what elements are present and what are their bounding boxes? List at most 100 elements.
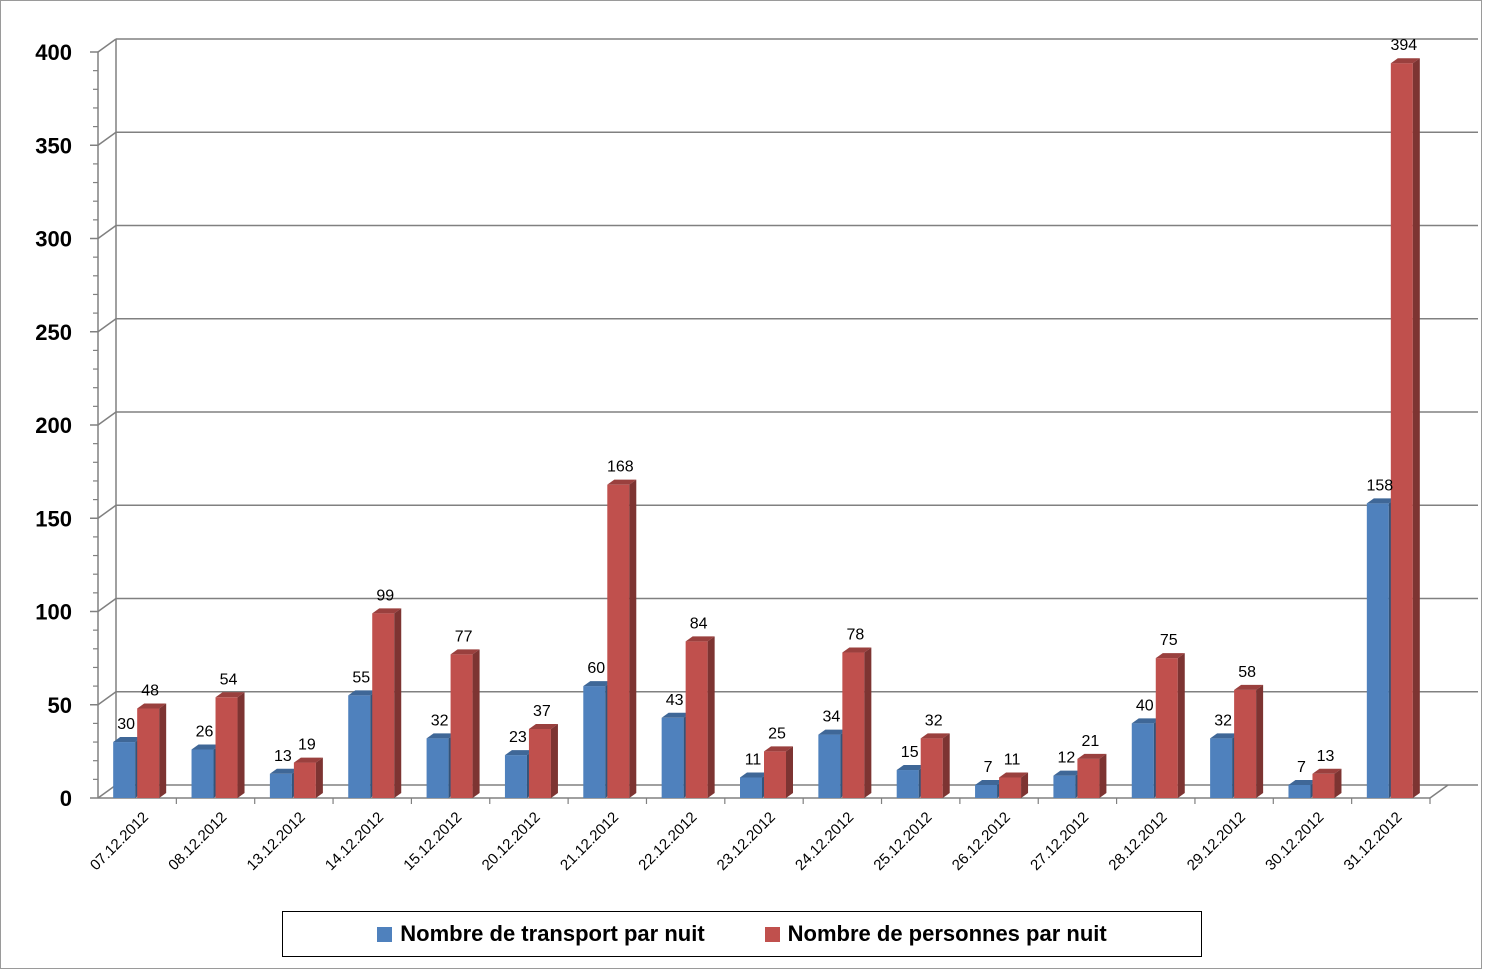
data-labels: 3048265413195599327723376016843841125347… <box>117 37 1417 776</box>
x-tick-label: 07.12.2012 <box>87 809 152 874</box>
data-label: 78 <box>846 627 864 644</box>
bar-front <box>607 484 630 798</box>
data-label: 13 <box>274 748 292 765</box>
bar-personnes <box>685 636 715 798</box>
bar-top <box>1288 779 1318 785</box>
legend-label-transport: Nombre de transport par nuit <box>400 921 705 946</box>
x-axis: 07.12.2012 08.12.2012 13.12.2012 14.12.2012… <box>87 798 1431 874</box>
bar-front <box>348 695 371 798</box>
bar-top <box>1210 733 1240 739</box>
bar-front <box>818 734 841 798</box>
data-label: 158 <box>1366 477 1393 494</box>
bar-front <box>1053 775 1076 798</box>
bar-top <box>842 647 872 653</box>
bar-side <box>315 757 323 798</box>
bar-front <box>685 641 708 798</box>
data-label: 34 <box>822 709 840 726</box>
x-tick-label: 24.12.2012 <box>792 809 857 874</box>
bar-top <box>1131 718 1161 724</box>
grid-depth-line <box>97 131 117 146</box>
bar-front <box>450 654 473 798</box>
bar-top <box>685 636 715 642</box>
bar-personnes <box>607 479 637 798</box>
y-tick-label: 300 <box>35 227 72 252</box>
bar-top <box>348 690 378 696</box>
data-label: 55 <box>352 669 370 686</box>
bar-front <box>191 749 214 798</box>
x-tick-label: 31.12.2012 <box>1341 809 1406 874</box>
bar-front <box>1155 658 1178 798</box>
bar-top <box>191 744 221 750</box>
x-tick-label: 22.12.2012 <box>635 809 700 874</box>
x-tick-label: 08.12.2012 <box>165 809 230 874</box>
bar-side <box>1334 768 1342 798</box>
bar-top <box>1155 653 1185 659</box>
data-label: 32 <box>925 712 943 729</box>
data-label: 54 <box>220 671 238 688</box>
floor-right-edge <box>1429 784 1449 799</box>
x-tick-label: 20.12.2012 <box>479 809 544 874</box>
bar-front <box>740 777 762 798</box>
bar-side <box>864 647 872 798</box>
y-tick-label: 50 <box>48 693 72 718</box>
data-label: 75 <box>1160 632 1178 649</box>
bar-top <box>528 723 558 729</box>
data-label: 84 <box>690 615 708 632</box>
bar-side <box>472 649 480 798</box>
data-label: 37 <box>533 703 551 720</box>
data-label: 32 <box>1214 712 1232 729</box>
y-axis: 0 50 100 150 200 250 300 350 400 <box>35 40 99 811</box>
grid-depth-line <box>97 784 117 799</box>
data-label: 7 <box>1297 759 1306 776</box>
x-tick-label: 29.12.2012 <box>1184 809 1249 874</box>
y-tick-label: 150 <box>35 506 72 531</box>
x-tick-label: 26.12.2012 <box>949 809 1014 874</box>
bar-top <box>896 765 926 771</box>
data-label: 43 <box>666 692 684 709</box>
bar-front <box>1288 784 1311 798</box>
bar-top <box>426 733 456 739</box>
bar-personnes <box>920 733 950 798</box>
bar-side <box>629 479 637 798</box>
bar-front <box>293 762 316 798</box>
bar-personnes <box>1077 753 1107 798</box>
data-label: 26 <box>196 724 214 741</box>
bar-side <box>707 636 715 798</box>
bar-front <box>999 777 1022 798</box>
bar-top <box>1053 770 1083 776</box>
bar-top <box>818 729 848 735</box>
bar-side <box>550 723 558 798</box>
bar-front <box>1366 503 1389 798</box>
bar-front <box>583 686 606 798</box>
bar-personnes <box>372 608 402 798</box>
data-label: 168 <box>607 459 634 476</box>
grid-depth-line <box>97 224 117 240</box>
bar-personnes <box>1390 58 1420 798</box>
bar-top <box>607 479 637 485</box>
bar-front <box>1131 723 1154 798</box>
bar-top <box>372 608 402 614</box>
bar-top <box>113 737 143 743</box>
x-tick-label: 14.12.2012 <box>322 809 387 874</box>
bar-personnes <box>999 772 1029 798</box>
bar-front <box>528 728 551 798</box>
data-label: 19 <box>298 737 316 754</box>
bar-front <box>504 755 527 798</box>
legend-swatch-personnes <box>764 926 780 942</box>
bar-front <box>661 717 684 798</box>
bar-front <box>1077 758 1100 798</box>
x-tick-label: 15.12.2012 <box>400 809 465 874</box>
data-label: 25 <box>768 725 786 742</box>
x-tick-label: 27.12.2012 <box>1027 809 1092 874</box>
x-tick-label: 25.12.2012 <box>870 809 935 874</box>
x-tick-label: 13.12.2012 <box>244 809 309 874</box>
bar-personnes <box>1312 768 1342 798</box>
bar-top <box>269 768 299 774</box>
data-label: 30 <box>117 716 135 733</box>
data-label: 23 <box>509 729 527 746</box>
bar-top <box>450 649 480 655</box>
legend-entry-personnes: Nombre de personnes par nuit <box>764 921 1107 947</box>
bar-personnes <box>1155 653 1185 798</box>
grid-depth-line <box>97 597 117 613</box>
